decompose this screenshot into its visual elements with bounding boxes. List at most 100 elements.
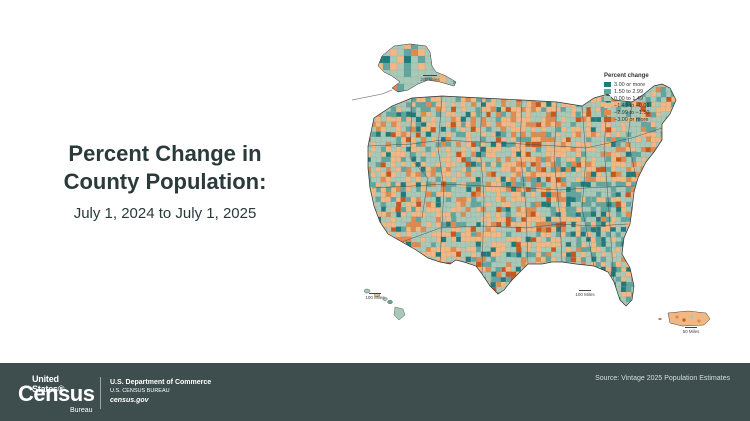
county-cell: [486, 222, 492, 228]
county-cell: [390, 242, 397, 248]
county-cell: [401, 286, 407, 292]
county-cell: [565, 232, 572, 238]
county-cell: [671, 122, 676, 128]
county-cell: [376, 307, 381, 312]
county-cell: [390, 117, 396, 123]
county-cell: [451, 236, 457, 243]
county-cell: [575, 131, 582, 138]
county-cell: [481, 307, 486, 312]
county-cell: [510, 207, 516, 213]
county-cell: [661, 297, 667, 303]
county-cell: [675, 216, 676, 223]
county-cell: [625, 151, 632, 157]
county-cell: [431, 296, 437, 302]
county-cell: [410, 177, 417, 183]
census-gov-link[interactable]: census.gov: [110, 397, 149, 404]
county-cell: [646, 287, 652, 293]
county-cell: [671, 281, 676, 288]
county-cell: [535, 211, 541, 218]
county-cell: [415, 206, 421, 213]
county-cell: [641, 232, 647, 238]
county-cell: [506, 162, 512, 168]
county-cell: [555, 111, 562, 118]
county-cell: [481, 281, 487, 287]
county-cell: [575, 251, 582, 258]
county-cell: [641, 277, 647, 283]
county-cell: [620, 131, 626, 137]
county-cell: [496, 302, 502, 306]
county-cell: [605, 261, 612, 267]
county-cell: [575, 201, 582, 208]
county-cell: [495, 187, 501, 193]
county-cell: [431, 236, 437, 242]
county-cell: [400, 246, 406, 253]
county-cell: [570, 111, 577, 118]
county-cell: [370, 226, 376, 232]
county-cell: [615, 141, 621, 147]
county-cell: [485, 186, 492, 192]
county-cell: [475, 166, 482, 172]
county-cell: [571, 161, 577, 167]
county-cell: [415, 272, 422, 278]
county-cell: [471, 281, 477, 288]
county-cell: [515, 126, 521, 133]
county-cell: [656, 156, 662, 162]
county-cell: [460, 247, 466, 253]
county-cell: [536, 187, 542, 193]
county-cell: [516, 307, 521, 312]
county-cell: [665, 127, 671, 133]
county-cell: [415, 242, 422, 248]
county-cell: [461, 296, 467, 303]
county-cell: [556, 92, 562, 98]
county-cell: [400, 147, 407, 153]
county-cell: [645, 227, 651, 233]
county-cell: [591, 242, 597, 248]
county-cell: [370, 217, 377, 223]
county-cell: [480, 301, 486, 306]
county-cell: [565, 267, 571, 273]
county-cell: [670, 192, 676, 198]
county-cell: [396, 261, 402, 268]
county-cell: [635, 192, 642, 198]
county-cell: [551, 242, 557, 248]
county-cell: [491, 241, 497, 248]
county-cell: [450, 231, 457, 237]
county-cell: [500, 211, 507, 217]
county-cell: [600, 182, 606, 188]
county-cell: [406, 211, 412, 217]
county-cell: [510, 202, 517, 208]
county-cell: [370, 86, 376, 93]
county-cell: [665, 157, 672, 163]
county-cell: [490, 101, 496, 107]
county-cell: [456, 217, 462, 223]
county-cell: [470, 116, 476, 122]
county-cell: [406, 231, 412, 237]
borough-cell: [389, 69, 398, 78]
county-cell: [656, 252, 662, 258]
county-cell: [531, 307, 536, 312]
county-cell: [480, 91, 487, 98]
conus-scale-label: 100 Miles: [575, 292, 595, 297]
county-cell: [595, 117, 602, 123]
county-cell: [656, 301, 662, 306]
county-cell: [520, 131, 527, 138]
county-cell: [525, 267, 531, 273]
county-cell: [510, 167, 516, 173]
county-cell: [456, 251, 462, 257]
county-cell: [530, 191, 537, 198]
county-cell: [560, 267, 567, 273]
county-cell: [531, 156, 537, 163]
county-cell: [600, 206, 606, 213]
county-cell: [541, 167, 547, 173]
census-logo[interactable]: United States® Census Bureau: [18, 373, 95, 414]
county-cell: [570, 97, 576, 103]
county-cell: [436, 231, 442, 238]
county-cell: [370, 136, 376, 143]
county-cell: [636, 277, 642, 283]
county-cell: [516, 216, 522, 222]
county-cell: [400, 137, 407, 143]
county-cell: [650, 206, 656, 212]
county-cell: [515, 166, 521, 172]
county-cell: [485, 166, 492, 172]
county-cell: [368, 276, 372, 283]
